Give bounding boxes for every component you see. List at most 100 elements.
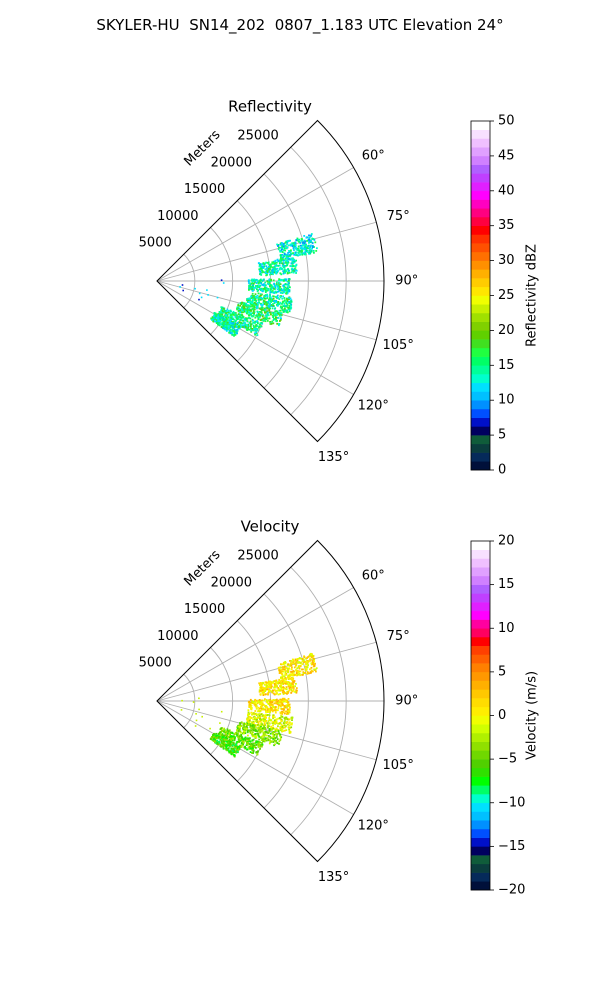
- echo-gate: [248, 705, 251, 708]
- echo-gate: [268, 735, 271, 738]
- echo-gate: [254, 742, 256, 745]
- echo-gate: [299, 665, 302, 668]
- echo-gate: [293, 249, 295, 252]
- echo-gate: [283, 288, 286, 291]
- echo-gate: [308, 234, 310, 237]
- echo-gate: [288, 257, 291, 260]
- echo-gate: [240, 308, 243, 310]
- echo-gate: [220, 740, 223, 743]
- echo-gate: [283, 291, 285, 294]
- echo-gate: [263, 319, 266, 321]
- echo-gate: [221, 313, 224, 316]
- echo-gate: [252, 722, 255, 724]
- echo-gate: [252, 747, 254, 750]
- echo-gate: [182, 289, 184, 292]
- echo-gate: [247, 729, 250, 732]
- echo-gate: [271, 320, 273, 323]
- echo-gate: [224, 740, 227, 743]
- echo-gate: [261, 298, 263, 301]
- angle-tick-label: 120°: [358, 398, 389, 413]
- colorbar-segment: [471, 767, 490, 777]
- echo-gate: [258, 313, 260, 315]
- echo-gate: [286, 299, 289, 302]
- echo-gate: [278, 682, 281, 684]
- echo-gate: [245, 318, 248, 321]
- echo-gate: [282, 305, 285, 308]
- echo-gate: [239, 316, 242, 319]
- echo-gate: [248, 307, 250, 310]
- echo-gate: [274, 307, 277, 310]
- echo-gate: [312, 250, 315, 252]
- echo-gate: [291, 670, 294, 673]
- echo-gate: [281, 730, 283, 733]
- echo-gate: [280, 291, 283, 294]
- echo-gate: [281, 247, 284, 249]
- echo-gate: [223, 742, 226, 745]
- echo-gate: [271, 287, 273, 290]
- echo-gate: [271, 266, 273, 269]
- echo-gate: [248, 304, 251, 307]
- echo-gate: [239, 319, 242, 322]
- echo-gate: [266, 293, 269, 296]
- echo-gate: [260, 311, 262, 314]
- echo-gate: [195, 713, 197, 715]
- echo-gate: [213, 737, 215, 739]
- echo-gate: [273, 268, 276, 271]
- echo-gate: [247, 716, 250, 719]
- echo-gate: [285, 672, 288, 675]
- echo-gate: [270, 301, 273, 303]
- echo-gate: [263, 699, 265, 702]
- echo-gate: [263, 300, 266, 303]
- echo-gate: [257, 318, 260, 321]
- echo-gate: [268, 722, 271, 724]
- echo-gate: [310, 241, 313, 243]
- echo-gate: [302, 668, 304, 671]
- colorbar-segment: [471, 602, 490, 612]
- echo-gate: [239, 734, 241, 737]
- echo-gate: [266, 686, 269, 689]
- echo-gate: [284, 241, 287, 244]
- echo-gate: [260, 713, 263, 716]
- echo-gate: [264, 297, 266, 300]
- echo-gate: [259, 315, 262, 317]
- echo-gate: [250, 312, 253, 315]
- echo-gate: [230, 329, 233, 332]
- echo-gate: [246, 737, 249, 740]
- echo-gate: [270, 323, 273, 325]
- echo-gate: [270, 313, 272, 316]
- echo-gate: [226, 320, 229, 322]
- echo-gate: [262, 703, 265, 706]
- echo-gate: [288, 310, 291, 313]
- echo-gate: [285, 278, 287, 281]
- echo-gate: [277, 279, 280, 282]
- echo-gate: [287, 701, 289, 704]
- echo-gate: [255, 717, 258, 720]
- echo-gate: [290, 244, 292, 247]
- echo-gate: [269, 296, 272, 298]
- echo-gate: [222, 315, 225, 318]
- echo-gate: [302, 247, 305, 250]
- radial-tick-label: 25000: [237, 549, 278, 564]
- echo-gate: [232, 743, 235, 745]
- echo-gate: [263, 287, 265, 290]
- echo-gate: [260, 701, 263, 703]
- echo-gate: [241, 311, 243, 314]
- echo-gate: [294, 247, 297, 250]
- colorbar-segment: [471, 164, 490, 174]
- echo-gate: [270, 727, 273, 729]
- echo-gate: [281, 262, 284, 265]
- echo-gate: [221, 730, 224, 732]
- echo-gate: [259, 748, 261, 750]
- echo-gate: [255, 744, 258, 746]
- echo-gate: [224, 321, 227, 324]
- echo-gate: [281, 675, 284, 677]
- velocity-panel: Velocity60°75°90°105°120°135°50001000015…: [139, 518, 540, 898]
- echo-gate: [240, 319, 243, 322]
- echo-gate: [272, 297, 275, 300]
- echo-gate: [234, 744, 236, 747]
- echo-gate: [255, 295, 257, 298]
- echo-gate: [236, 726, 239, 729]
- echo-gate: [242, 315, 244, 318]
- echo-gate: [218, 736, 220, 739]
